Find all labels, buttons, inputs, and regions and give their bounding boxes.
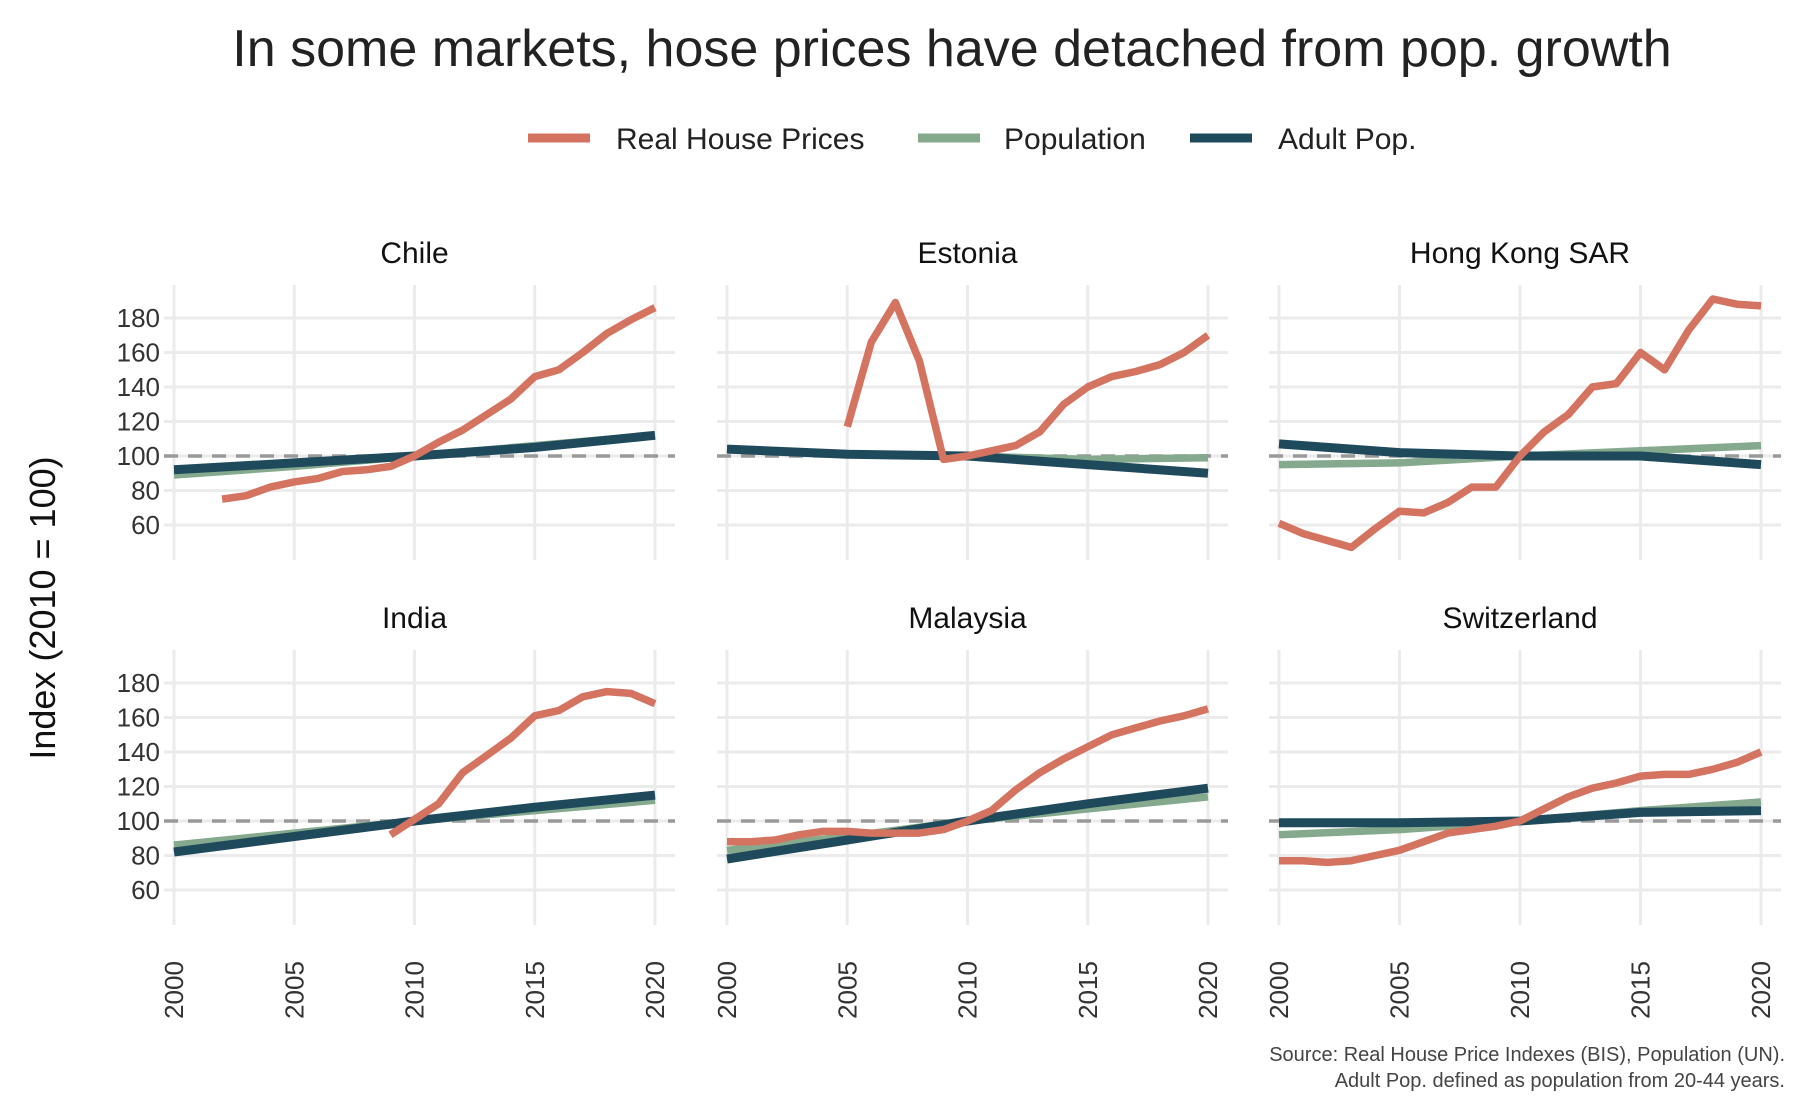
x-tick-label: 2015 — [1073, 961, 1103, 1019]
y-axis-label: Index (2010 = 100) — [22, 456, 63, 759]
panel-chile: Chile 60 80 100 120 140 160 180 — [117, 237, 675, 560]
x-tick-label: 2015 — [1626, 961, 1656, 1019]
panel-hong-kong-sar: Hong Kong SAR — [1269, 237, 1781, 560]
x-tick-label: 2020 — [1193, 961, 1223, 1019]
y-tick-label: 120 — [117, 407, 160, 437]
x-tick-label: 2000 — [712, 961, 742, 1019]
panel-title-malaysia: Malaysia — [908, 602, 1027, 635]
y-tick-label: 60 — [131, 875, 160, 905]
y-tick-label: 80 — [131, 476, 160, 506]
y-tick-label: 140 — [117, 372, 160, 402]
caption-line-1: Source: Real House Price Indexes (BIS), … — [1269, 1044, 1785, 1066]
series-line-real-house-prices — [221, 304, 657, 503]
panel-title-chile: Chile — [380, 237, 448, 270]
legend-label-adult-pop: Adult Pop. — [1278, 123, 1416, 156]
x-tick-label: 2015 — [520, 961, 550, 1019]
y-tick-label: 160 — [117, 703, 160, 733]
legend: Real House Prices Population Adult Pop. — [528, 123, 1416, 156]
x-tick-label: 2000 — [1264, 961, 1294, 1019]
panel-title-estonia: Estonia — [917, 237, 1017, 270]
panel-switzerland: Switzerland 2000 2005 2010 2015 2020 — [1264, 602, 1781, 1019]
series-line-real-house-prices — [1279, 748, 1763, 867]
series-line-real-house-prices — [388, 687, 657, 838]
y-tick-label: 100 — [117, 441, 160, 471]
x-tick-label: 2010 — [1505, 961, 1535, 1019]
legend-label-real-house-prices: Real House Prices — [616, 123, 864, 156]
y-tick-label: 180 — [117, 668, 160, 698]
series-line-real-house-prices — [843, 298, 1211, 464]
y-tick-label: 60 — [131, 510, 160, 540]
series-line-real-house-prices — [727, 705, 1210, 846]
x-tick-label: 2020 — [1746, 961, 1776, 1019]
facet-panels: Chile 60 80 100 120 140 160 180 Estonia Hong Kong… — [117, 237, 1781, 1019]
x-tick-label: 2010 — [953, 961, 983, 1019]
x-tick-label: 2020 — [640, 961, 670, 1019]
x-tick-label: 2010 — [400, 961, 430, 1019]
y-tick-label: 100 — [117, 806, 160, 836]
caption-line-2: Adult Pop. defined as population from 20… — [1335, 1070, 1785, 1092]
panel-malaysia: Malaysia 2000 2005 2010 2015 2020 — [712, 602, 1228, 1019]
y-tick-label: 180 — [117, 303, 160, 333]
x-tick-label: 2005 — [279, 961, 309, 1019]
panel-title-hong-kong-sar: Hong Kong SAR — [1410, 237, 1630, 270]
caption: Source: Real House Price Indexes (BIS), … — [1269, 1044, 1785, 1092]
legend-label-population: Population — [1004, 123, 1146, 156]
y-tick-label: 140 — [117, 737, 160, 767]
series-line-real-house-prices — [1277, 295, 1762, 552]
y-tick-label: 80 — [131, 841, 160, 871]
x-tick-label: 2005 — [832, 961, 862, 1019]
y-tick-label: 120 — [117, 772, 160, 802]
panel-estonia: Estonia — [717, 237, 1228, 560]
x-tick-label: 2005 — [1385, 961, 1415, 1019]
panel-title-india: India — [382, 602, 447, 635]
y-tick-label: 160 — [117, 338, 160, 368]
chart-title: In some markets, hose prices have detach… — [232, 20, 1671, 78]
x-tick-label: 2000 — [159, 961, 189, 1019]
panel-india: India 60 80 100 120 140 160 180 2000 2005 2010 2015… — [117, 602, 675, 1019]
series-line-adult-pop — [1278, 439, 1762, 470]
panel-title-switzerland: Switzerland — [1442, 602, 1597, 635]
